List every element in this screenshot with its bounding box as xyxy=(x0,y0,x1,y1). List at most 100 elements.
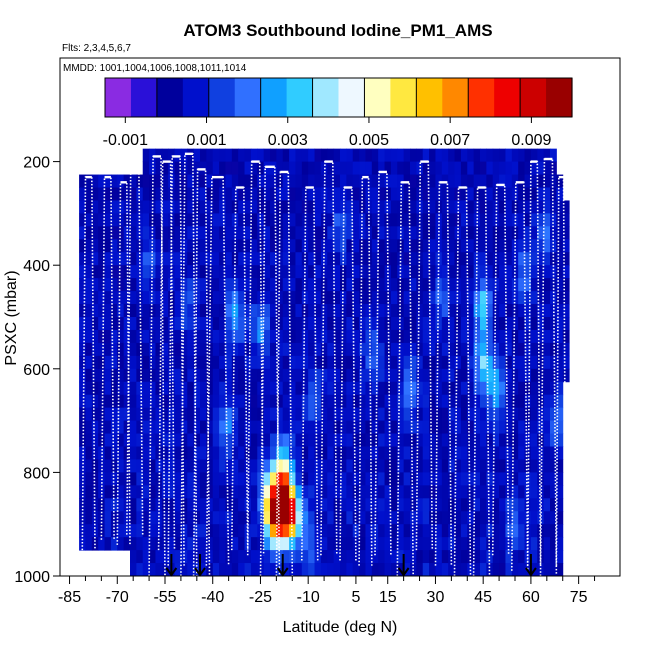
heatmap-cell xyxy=(104,511,112,525)
heatmap-cell xyxy=(346,342,354,357)
heatmap-cell xyxy=(161,394,169,409)
heatmap-cell xyxy=(365,148,373,163)
heatmap-cell xyxy=(333,433,341,447)
heatmap-cell xyxy=(231,537,239,551)
heatmap-cell xyxy=(270,148,277,163)
heatmap-cell xyxy=(168,524,176,538)
heatmap-cell xyxy=(524,200,532,214)
heatmap-cell xyxy=(168,252,176,266)
colorbar-swatch xyxy=(286,78,314,117)
heatmap-cell xyxy=(168,446,176,460)
heatmap-cell xyxy=(257,394,265,409)
heatmap-cell xyxy=(104,368,112,383)
heatmap-cell xyxy=(161,511,169,525)
heatmap-cell xyxy=(174,317,182,331)
heatmap-cell xyxy=(435,472,443,486)
heatmap-cell xyxy=(320,446,328,460)
heatmap-cell xyxy=(378,291,386,305)
heatmap-cell xyxy=(295,394,303,409)
heatmap-cell xyxy=(486,342,494,357)
heatmap-cell xyxy=(244,252,252,266)
heatmap-cell xyxy=(219,200,226,214)
heatmap-cell xyxy=(562,355,570,370)
heatmap-cell xyxy=(149,304,156,318)
heatmap-cell xyxy=(550,394,557,409)
heatmap-cell xyxy=(320,355,328,370)
heatmap-cell xyxy=(136,342,144,357)
heatmap-cell xyxy=(454,317,462,331)
heatmap-cell xyxy=(429,472,436,486)
heatmap-cell xyxy=(505,511,513,525)
heatmap-cell xyxy=(238,329,246,344)
heatmap-cell xyxy=(142,291,150,305)
heatmap-cell xyxy=(327,459,335,473)
heatmap-cell xyxy=(492,537,500,551)
heatmap-cell xyxy=(250,355,258,370)
heatmap-cell xyxy=(327,511,335,525)
heatmap-cell xyxy=(289,200,296,214)
heatmap-cell xyxy=(282,381,290,396)
heatmap-cell xyxy=(416,472,424,486)
heatmap-cell xyxy=(168,498,176,512)
heatmap-cell xyxy=(257,317,265,331)
heatmap-cell xyxy=(180,511,188,525)
heatmap-cell xyxy=(85,200,93,214)
heatmap-cell xyxy=(511,420,519,435)
heatmap-cell xyxy=(524,342,532,357)
heatmap-cell xyxy=(460,433,468,447)
heatmap-cell xyxy=(505,394,513,409)
heatmap-cell xyxy=(142,485,150,499)
heatmap-cell xyxy=(556,498,564,512)
heatmap-cell xyxy=(390,304,398,318)
heatmap-cell xyxy=(346,265,354,279)
heatmap-cell xyxy=(422,485,430,499)
heatmap-cell xyxy=(422,200,430,214)
heatmap-cell xyxy=(435,317,443,331)
colorbar-tick-label: 0.003 xyxy=(268,132,308,149)
heatmap-cell xyxy=(543,226,551,240)
heatmap-cell xyxy=(454,446,462,460)
heatmap-cell xyxy=(187,342,195,357)
heatmap-cell xyxy=(238,381,246,396)
heatmap-cell xyxy=(327,239,335,253)
heatmap-cell xyxy=(193,148,201,163)
heatmap-cell xyxy=(130,368,137,383)
heatmap-cell xyxy=(85,317,93,331)
heatmap-cell xyxy=(308,355,316,370)
heatmap-cell xyxy=(244,433,252,447)
heatmap-cell xyxy=(422,511,430,525)
heatmap-cell xyxy=(225,239,233,253)
heatmap-cell xyxy=(301,161,309,176)
heatmap-cell xyxy=(562,213,570,227)
heatmap-cell xyxy=(219,381,226,396)
heatmap-cell xyxy=(270,472,277,486)
heatmap-cell xyxy=(161,446,169,460)
heatmap-cell xyxy=(467,329,475,344)
heatmap-cell xyxy=(301,394,309,409)
heatmap-cell xyxy=(91,239,99,253)
heatmap-cell xyxy=(378,511,386,525)
heatmap-cell xyxy=(295,433,303,447)
heatmap-cell xyxy=(85,446,93,460)
heatmap-cell xyxy=(454,342,462,357)
heatmap-cell xyxy=(511,472,519,486)
heatmap-cell xyxy=(231,342,239,357)
heatmap-cell xyxy=(352,265,360,279)
heatmap-cell xyxy=(282,407,290,422)
heatmap-cell xyxy=(142,329,150,344)
heatmap-cell xyxy=(505,317,513,331)
heatmap-cell xyxy=(397,368,405,383)
heatmap-cell xyxy=(276,381,284,396)
heatmap-cell xyxy=(460,368,468,383)
heatmap-cell xyxy=(359,252,366,266)
heatmap-cell xyxy=(276,407,284,422)
heatmap-cell xyxy=(492,550,500,564)
heatmap-cell xyxy=(499,213,506,227)
heatmap-cell xyxy=(543,317,551,331)
heatmap-cell xyxy=(206,472,214,486)
heatmap-cell xyxy=(454,161,462,176)
heatmap-cell xyxy=(460,239,468,253)
heatmap-cell xyxy=(161,226,169,240)
heatmap-cell xyxy=(384,563,392,576)
heatmap-cell xyxy=(340,537,347,551)
